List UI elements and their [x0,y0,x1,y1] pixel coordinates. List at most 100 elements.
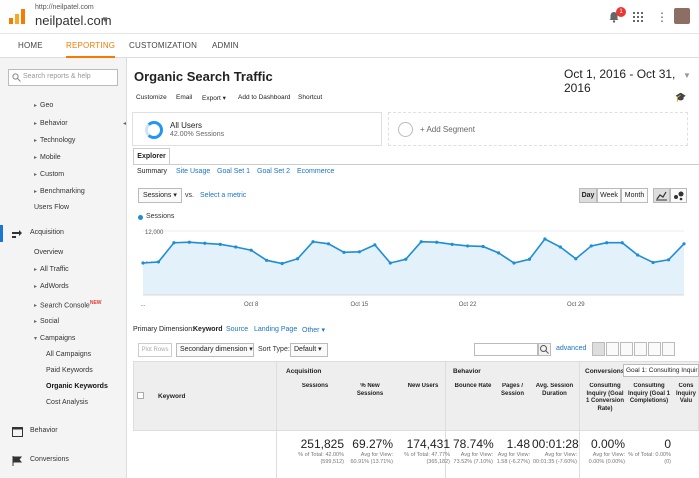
export-button[interactable]: Export ▾ [202,95,226,102]
data-point [311,240,315,244]
analytics-logo-icon[interactable] [9,9,27,24]
tab-home[interactable]: HOME [18,41,43,50]
select-metric-link[interactable]: Select a metric [200,192,247,199]
report-search-input[interactable]: Search reports & help [8,69,118,86]
column-header[interactable]: Consulting Inquiry (Goal 1 Completions) [627,383,670,404]
column-header[interactable]: Consulting Inquiry (Goal 1 Conversion Ra… [585,383,624,412]
sidebar-item-mobile[interactable]: ▸ Mobile [34,154,61,161]
sidebar-section-behavior[interactable]: Behavior [30,427,58,434]
sidebar-item-campaigns[interactable]: ▾ Campaigns [34,335,76,342]
sidebar-item-technology[interactable]: ▸ Technology [34,137,76,144]
column-header[interactable]: Sessions [301,383,329,389]
shortcut-button[interactable]: Shortcut [298,94,323,101]
sidebar-item-paid-keywords[interactable]: Paid Keywords [46,367,93,374]
sidebar-item-organic-keywords[interactable]: Organic Keywords [46,383,108,390]
advanced-filter-link[interactable]: advanced [556,345,587,352]
subtab-site-usage[interactable]: Site Usage [176,168,211,175]
table-header-bg [133,361,699,431]
report-main: Organic Search Traffic Oct 1, 2016 - Oct… [128,58,699,478]
month-button[interactable]: Month [621,188,648,203]
dimension-other[interactable]: Other ▾ [302,327,325,334]
sidebar-section-acquisition[interactable]: Acquisition [30,229,64,236]
comparison-view-button[interactable] [634,342,647,356]
sidebar-item-users-flow[interactable]: Users Flow [34,204,70,211]
keyword-column-header[interactable]: Keyword [158,393,186,400]
account-selector[interactable]: neilpatel.com [35,13,112,28]
sidebar-item-geo[interactable]: ▸ Geo [34,102,54,109]
subtab-summary[interactable]: Summary [137,168,167,175]
dimension-source[interactable]: Source [226,326,249,333]
term-cloud-view-button[interactable] [648,342,661,356]
tab-reporting[interactable]: REPORTING [66,34,116,58]
day-button[interactable]: Day [579,188,597,203]
sidebar-item-social[interactable]: ▸ Social [34,318,60,325]
more-vert-icon[interactable]: ⋮ [656,10,668,24]
tab-customization[interactable]: CUSTOMIZATION [129,41,198,50]
collapse-sidebar-icon[interactable]: ◂ [123,121,127,127]
data-table-view-button[interactable] [592,342,605,356]
column-header[interactable]: Avg. Session Duration [535,383,574,397]
data-point [388,261,392,265]
data-point [203,241,207,245]
performance-view-button[interactable] [620,342,633,356]
sidebar-item-custom[interactable]: ▸ Custom [34,171,65,178]
data-point [342,250,346,254]
email-button[interactable]: Email [176,94,193,101]
sidebar-item-all-traffic[interactable]: ▸ All Traffic [34,266,69,273]
motion-chart-view-button[interactable] [670,188,687,203]
goal-select[interactable]: Goal 1: Consulting Inquir [623,364,699,377]
subtab-goal-set-1[interactable]: Goal Set 1 [217,168,251,175]
tab-explorer[interactable]: Explorer [133,148,170,165]
subtab-goal-set-2[interactable]: Goal Set 2 [257,168,291,175]
sidebar-item-behavior-audience[interactable]: ▸ Behavior [34,120,68,127]
subtab-ecommerce[interactable]: Ecommerce [297,168,335,175]
date-range-picker[interactable]: Oct 1, 2016 - Oct 31, 2016 [564,67,676,95]
divider [133,164,699,165]
active-section-indicator [0,225,3,242]
sort-type-select[interactable]: Default ▾ [290,343,328,357]
new-badge: NEW [89,300,102,306]
sidebar-item-search-console[interactable]: ▸ Search ConsoleNEW [34,300,102,310]
secondary-dimension-select[interactable]: Secondary dimension ▾ [176,343,254,357]
percentage-view-button[interactable] [606,342,619,356]
select-all-checkbox[interactable] [137,392,144,399]
x-tick-label: Oct 29 [567,302,585,308]
add-to-dashboard-button[interactable]: Add to Dashboard [238,94,291,101]
dimension-keyword[interactable]: Keyword [193,326,223,333]
column-header[interactable]: Cons Inquiry Valu [675,383,696,404]
customize-button[interactable]: Customize [136,94,167,101]
dimension-landing-page[interactable]: Landing Page [254,326,298,333]
line-chart-view-button[interactable] [653,188,670,203]
column-header[interactable]: % New Sessions [356,383,384,397]
data-point [481,244,485,249]
chevron-down-icon[interactable]: ▼ [101,15,109,24]
top-header: http://neilpatel.com neilpatel.com ▼ 1 ⋮ [0,0,699,34]
add-segment-button[interactable]: + Add Segment [388,112,688,146]
segment-all-users[interactable]: All Users 42.00% Sessions [132,112,382,146]
sidebar-item-adwords[interactable]: ▸ AdWords [34,283,69,290]
apps-grid-icon[interactable] [633,12,643,22]
sidebar-item-all-campaigns[interactable]: All Campaigns [46,351,92,358]
plot-rows-button[interactable]: Plot Rows [138,343,172,357]
column-header[interactable]: Pages / Session [500,383,524,397]
vs-label: vs. [185,192,194,199]
avatar[interactable] [674,8,690,24]
week-button[interactable]: Week [597,188,621,203]
pivot-view-button[interactable] [662,342,675,356]
search-icon [540,345,549,354]
chevron-down-icon[interactable]: ▼ [683,71,691,80]
column-header[interactable]: New Users [407,383,439,389]
sidebar-section-conversions[interactable]: Conversions [30,456,69,463]
data-point [543,237,547,241]
sidebar-item-overview[interactable]: Overview [34,249,64,256]
sidebar-item-benchmarking[interactable]: ▸ Benchmarking [34,188,85,195]
table-search-button[interactable] [538,343,551,356]
metric-select[interactable]: Sessions ▾ [138,188,182,203]
tab-admin[interactable]: ADMIN [212,41,239,50]
graduation-cap-icon[interactable]: 🎓 [675,92,687,102]
sidebar-item-cost-analysis[interactable]: Cost Analysis [46,399,89,406]
column-total-sub: Avg for View: 60.91% (13.71%) [350,452,394,465]
table-search-input[interactable] [474,343,538,356]
column-header[interactable]: Bounce Rate [454,383,492,389]
segment-ring-icon [145,121,163,139]
